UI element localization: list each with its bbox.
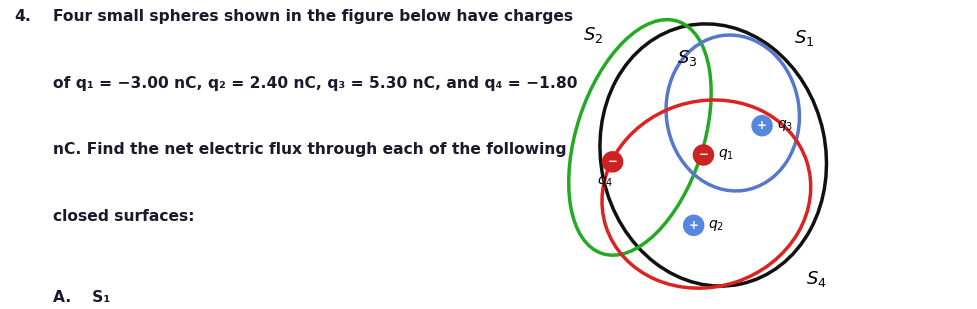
Text: +: + <box>689 219 699 232</box>
Text: $q_3$: $q_3$ <box>777 118 793 133</box>
Text: closed surfaces:: closed surfaces: <box>53 209 194 224</box>
Text: $S_2$: $S_2$ <box>583 25 604 45</box>
Text: $q_2$: $q_2$ <box>708 218 724 233</box>
Circle shape <box>683 214 704 236</box>
Text: −: − <box>608 155 617 168</box>
Text: $S_3$: $S_3$ <box>677 48 698 68</box>
Text: −: − <box>699 149 708 162</box>
Text: A.  S₁: A. S₁ <box>53 290 110 306</box>
Text: $S_1$: $S_1$ <box>794 28 815 48</box>
Circle shape <box>693 144 714 166</box>
Text: 4.: 4. <box>14 9 31 24</box>
Text: of q₁ = −3.00 nC, q₂ = 2.40 nC, q₃ = 5.30 nC, and q₄ = −1.80: of q₁ = −3.00 nC, q₂ = 2.40 nC, q₃ = 5.3… <box>53 76 577 91</box>
Text: nC. Find the net electric flux through each of the following: nC. Find the net electric flux through e… <box>53 142 567 157</box>
Text: +: + <box>757 119 767 132</box>
Text: $q_1$: $q_1$ <box>718 147 734 163</box>
Circle shape <box>602 151 623 172</box>
Circle shape <box>751 115 773 137</box>
Text: $q_4$: $q_4$ <box>597 174 614 189</box>
Text: $S_4$: $S_4$ <box>806 269 827 289</box>
Text: Four small spheres shown in the figure below have charges: Four small spheres shown in the figure b… <box>53 9 573 24</box>
